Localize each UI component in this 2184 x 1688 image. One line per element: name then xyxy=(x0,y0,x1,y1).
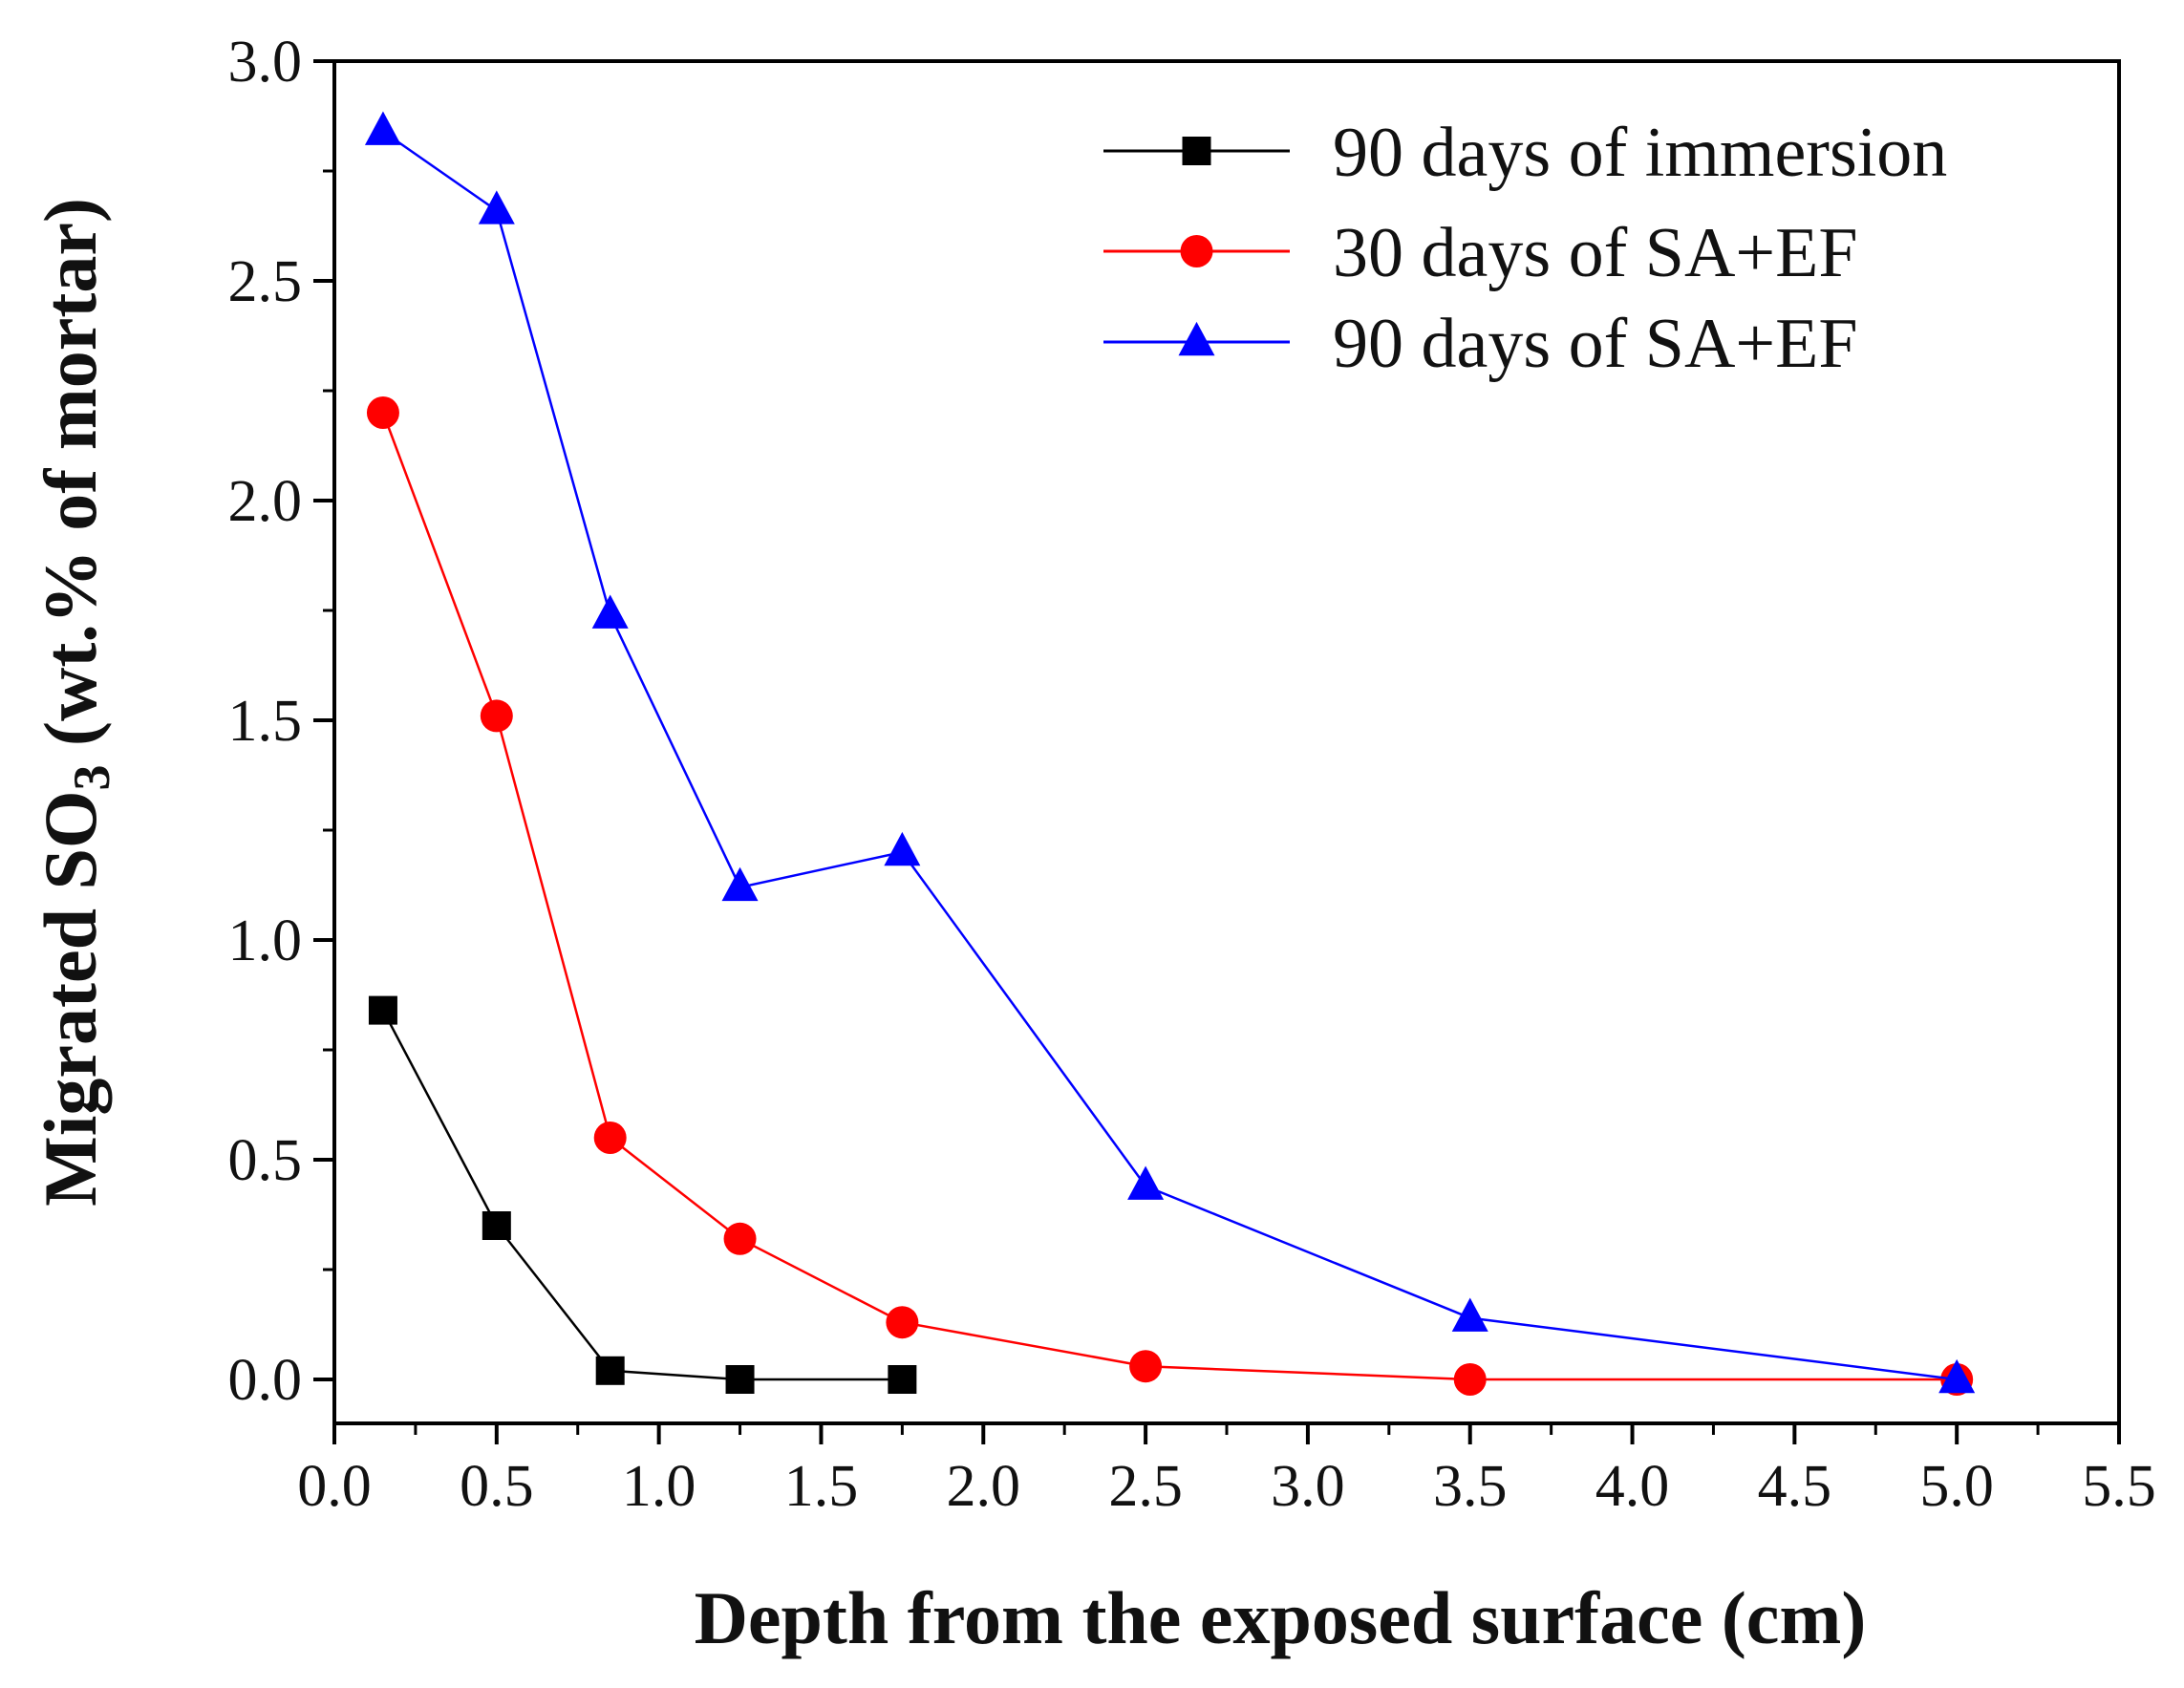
series-triangle-group xyxy=(364,111,1976,1394)
legend: 90 days of immersion 30 days of SA+EF 90 d… xyxy=(1103,114,1947,383)
legend-label: 90 days of SA+EF xyxy=(1333,305,1857,383)
series-square-group xyxy=(368,995,917,1394)
x-tick-label: 5.0 xyxy=(1919,1454,1994,1519)
x-tick-label: 1.0 xyxy=(622,1454,696,1519)
legend-entry: 90 days of immersion xyxy=(1103,114,1947,192)
legend-label: 90 days of immersion xyxy=(1333,114,1947,192)
data-point-triangle xyxy=(1451,1297,1488,1332)
x-tick-label: 0.5 xyxy=(460,1454,534,1519)
legend-marker-square xyxy=(1182,137,1211,165)
data-point-triangle xyxy=(478,190,515,224)
data-point-circle xyxy=(593,1122,627,1154)
y-tick-label: 1.0 xyxy=(228,908,303,973)
data-point-square xyxy=(725,1365,755,1394)
x-axis-title: Depth from the exposed surface (cm) xyxy=(695,1576,1867,1659)
data-point-triangle xyxy=(591,594,629,629)
y-axis-title-main: Migrated SO xyxy=(29,790,112,1206)
x-axis-ticks: 0.0 0.5 1.0 1.5 2.0 2.5 3.0 3.5 4.0 4.5 5.0 5.5 xyxy=(297,1423,2156,1519)
data-point-triangle xyxy=(721,866,759,902)
y-tick-label: 0.0 xyxy=(228,1348,303,1413)
data-point-triangle xyxy=(1127,1165,1165,1200)
data-point-circle xyxy=(1453,1363,1487,1396)
series-layer xyxy=(364,111,1976,1396)
data-point-square xyxy=(482,1211,511,1240)
data-point-triangle xyxy=(1938,1358,1976,1394)
data-point-circle xyxy=(480,699,513,733)
x-tick-label: 0.0 xyxy=(297,1454,372,1519)
y-axis-title: Migrated SO3 (wt.% of mortar) xyxy=(29,198,120,1207)
y-tick-label: 2.5 xyxy=(228,249,303,314)
data-point-circle xyxy=(1129,1350,1163,1383)
x-tick-label: 3.0 xyxy=(1271,1454,1345,1519)
series-line xyxy=(381,1010,903,1381)
data-point-square xyxy=(595,1356,625,1385)
data-point-circle xyxy=(723,1222,757,1255)
series-line xyxy=(382,130,1958,1381)
x-tick-label: 4.0 xyxy=(1595,1454,1670,1519)
data-point-circle xyxy=(366,396,399,429)
y-axis-title-units: (wt.% of mortar) xyxy=(29,198,112,764)
data-point-square xyxy=(888,1365,917,1394)
legend-marker-circle xyxy=(1180,235,1213,267)
y-axis-ticks: 0.0 0.5 1.0 1.5 2.0 2.5 3.0 xyxy=(228,30,334,1413)
x-tick-label: 2.0 xyxy=(947,1454,1021,1519)
data-point-square xyxy=(368,995,397,1025)
data-point-circle xyxy=(886,1306,919,1339)
data-point-triangle xyxy=(364,111,401,145)
y-tick-label: 0.5 xyxy=(228,1128,303,1193)
y-tick-label: 3.0 xyxy=(228,30,303,95)
data-point-triangle xyxy=(884,831,921,866)
series-circle-group xyxy=(366,396,1974,1396)
y-tick-label: 2.0 xyxy=(228,469,303,534)
series-line xyxy=(381,412,1958,1381)
legend-entry: 30 days of SA+EF xyxy=(1103,214,1857,292)
legend-entry: 90 days of SA+EF xyxy=(1103,305,1857,383)
x-tick-label: 2.5 xyxy=(1108,1454,1183,1519)
legend-label: 30 days of SA+EF xyxy=(1333,214,1857,292)
legend-marker-triangle xyxy=(1178,321,1215,356)
x-tick-label: 3.5 xyxy=(1433,1454,1508,1519)
x-tick-label: 4.5 xyxy=(1758,1454,1832,1519)
y-tick-label: 1.5 xyxy=(228,689,303,754)
y-axis-title-subscript: 3 xyxy=(63,764,120,790)
x-tick-label: 5.5 xyxy=(2082,1454,2156,1519)
x-tick-label: 1.5 xyxy=(784,1454,859,1519)
